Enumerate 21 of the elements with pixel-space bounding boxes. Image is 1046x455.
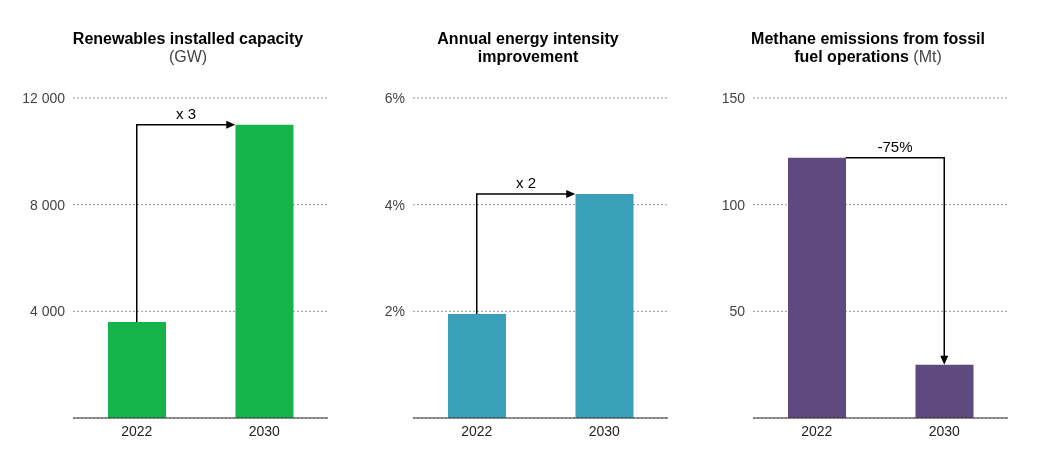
x-tick-label: 2030	[248, 422, 281, 439]
y-tick-label: 150	[721, 89, 746, 106]
y-tick-label: 4 000	[29, 303, 66, 320]
y-tick-label: 6%	[384, 89, 405, 106]
y-tick-label: 8 000	[29, 196, 66, 213]
x-tick-label: 2022	[121, 422, 153, 439]
x-tick-label: 2030	[588, 422, 621, 439]
chart-title: Annual energy intensity improvement	[437, 30, 619, 65]
annotation: -75%	[877, 137, 913, 155]
y-tick-label: 4%	[384, 196, 405, 213]
annotation: x 2	[515, 174, 537, 191]
chart-title: Renewables installed capacity (GW)	[72, 30, 304, 65]
y-tick-label: 100	[721, 196, 746, 213]
x-tick-label: 2030	[928, 422, 961, 439]
y-tick-label: 2%	[384, 303, 405, 320]
y-tick-label: 12 000	[22, 89, 66, 106]
x-tick-label: 2022	[461, 422, 493, 439]
annotation: x 3	[175, 104, 197, 122]
x-tick-label: 2022	[801, 422, 833, 439]
y-tick-label: 50	[729, 303, 746, 320]
chart-title: Methane emissions from fossil fuel operations (Mt)	[751, 30, 985, 65]
